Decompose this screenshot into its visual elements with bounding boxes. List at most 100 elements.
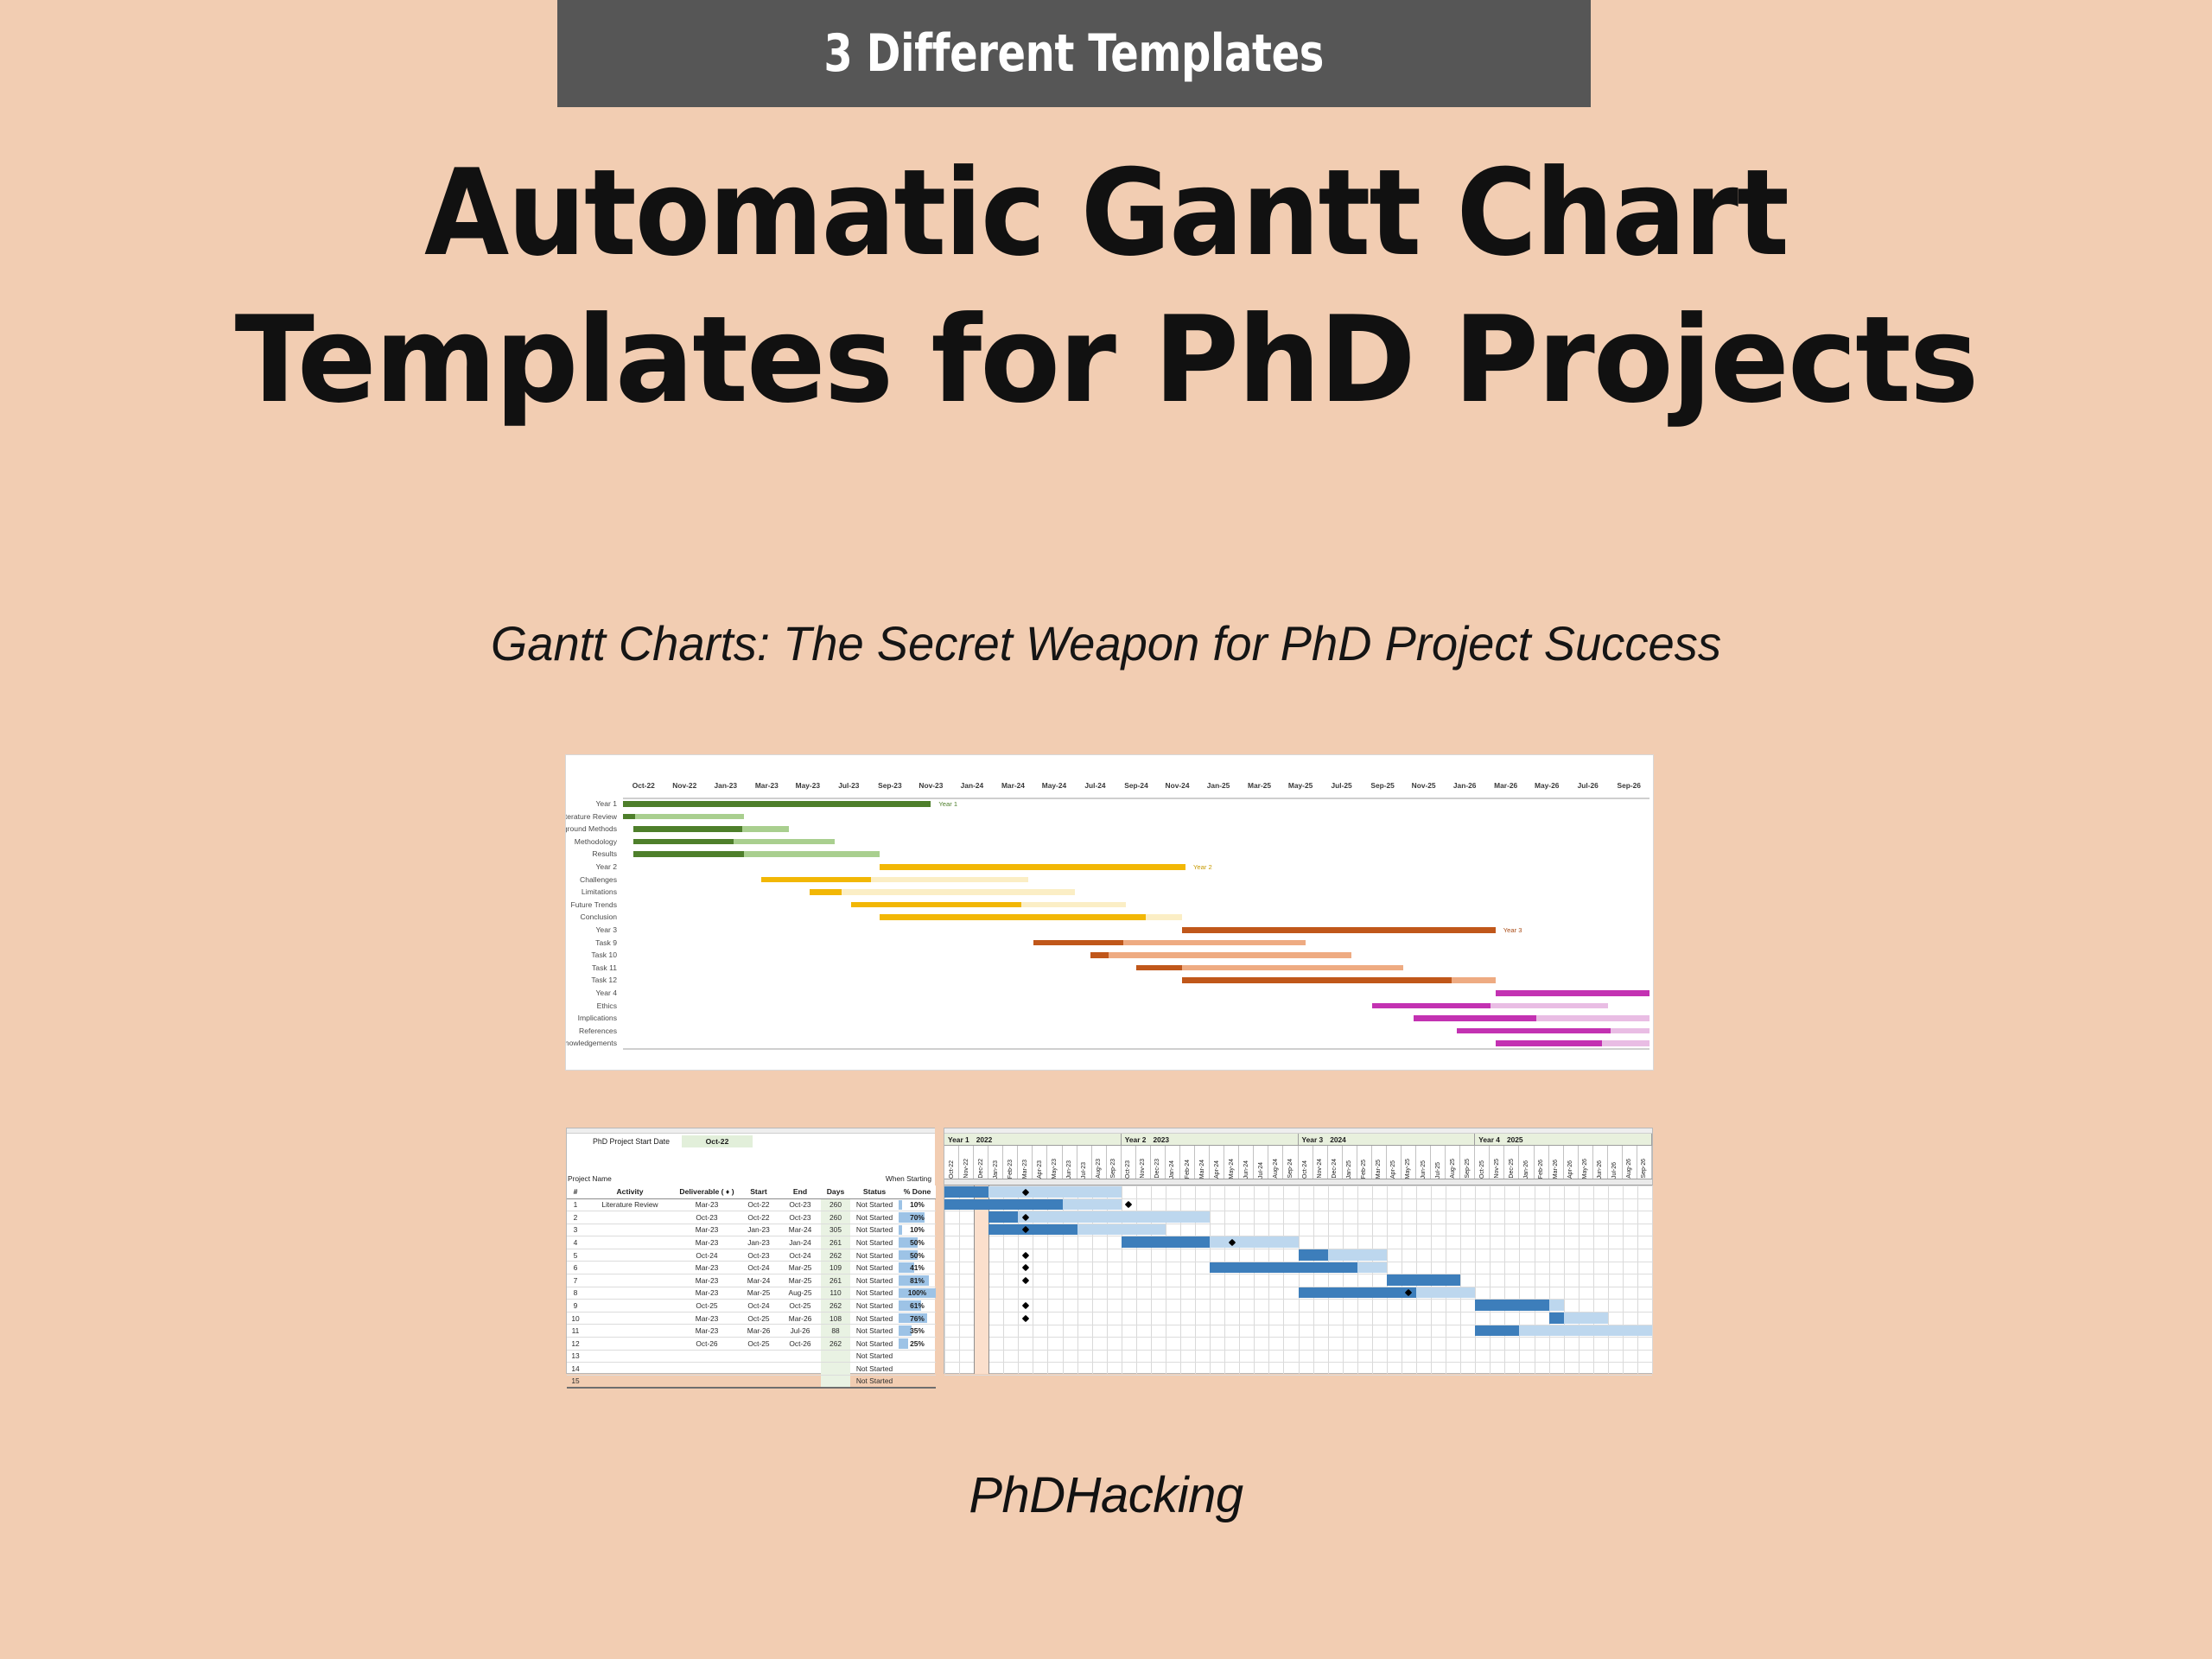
table-row[interactable]: 11 Mar-23 Mar-26 Jul-26 88 Not Started 35% — [567, 1324, 936, 1338]
end-cell: Jul-26 — [779, 1324, 821, 1338]
start-cell: Oct-25 — [738, 1312, 779, 1325]
timeline-month-label: Aug-25 — [1449, 1159, 1456, 1179]
percent-done-text: 50% — [910, 1238, 925, 1248]
bar-gantt-axis-tick: Sep-24 — [1124, 781, 1148, 790]
bar-gantt-bar-track: Year 2 — [623, 861, 1649, 874]
bar-gantt-bar-track — [623, 899, 1649, 912]
timeline-month-cell: Feb-26 — [1535, 1146, 1549, 1179]
timeline-month-label: Feb-25 — [1361, 1159, 1368, 1179]
timeline-gridline-vertical — [1652, 1185, 1653, 1374]
today-marker-line — [988, 1185, 990, 1374]
bar-gantt-bar-progress — [632, 851, 745, 857]
bar-gantt-bar-track — [623, 1025, 1649, 1038]
bar-gantt-bar-progress — [623, 801, 931, 807]
timeline-gridline-vertical — [1299, 1185, 1300, 1374]
start-cell: Jan-23 — [738, 1224, 779, 1237]
percent-done-text: 10% — [910, 1200, 925, 1210]
end-cell: Oct-25 — [779, 1299, 821, 1313]
end-cell: Oct-26 — [779, 1337, 821, 1351]
days-cell: 109 — [821, 1261, 850, 1275]
table-row[interactable]: 12 Oct-26 Oct-25 Oct-26 262 Not Started 25% — [567, 1337, 936, 1351]
activity-cell — [584, 1224, 676, 1237]
table-row[interactable]: 3 Mar-23 Jan-23 Mar-24 305 Not Started 10% — [567, 1224, 936, 1237]
table-row[interactable]: 9 Oct-25 Oct-24 Oct-25 262 Not Started 61% — [567, 1299, 936, 1313]
timeline-gridline-vertical — [1490, 1185, 1491, 1374]
timeline-month-cell: Oct-22 — [944, 1146, 960, 1179]
timeline-year-number: 2023 — [1153, 1135, 1170, 1144]
timeline-month-cell: Dec-24 — [1328, 1146, 1343, 1179]
percent-done-text: 81% — [910, 1275, 925, 1285]
timeline-gridline-vertical — [1593, 1185, 1594, 1374]
percent-done-bar-fill — [899, 1237, 918, 1248]
timeline-bar-remaining — [944, 1186, 1122, 1198]
table-row[interactable]: 8 Mar-23 Mar-25 Aug-25 110 Not Started 100% — [567, 1287, 936, 1300]
bar-gantt-bar-progress — [1033, 939, 1124, 946]
table-row[interactable]: 7 Mar-23 Mar-24 Mar-25 261 Not Started 81% — [567, 1274, 936, 1287]
bar-gantt-axis-tick: Oct-22 — [632, 781, 655, 790]
bar-gantt-bar-remaining — [1136, 964, 1403, 971]
table-row[interactable]: 13 Not Started — [567, 1350, 936, 1363]
timeline-month-cell: Oct-25 — [1475, 1146, 1491, 1179]
row-number: 15 — [567, 1375, 584, 1389]
bar-gantt-row-label: Implications — [577, 1014, 617, 1023]
timeline-month-label: Apr-26 — [1567, 1160, 1574, 1179]
table-row[interactable]: 10 Mar-23 Oct-25 Mar-26 108 Not Started 76% — [567, 1312, 936, 1325]
project-start-date-label: PhD Project Start Date — [593, 1137, 670, 1146]
timeline-bar-progress — [1475, 1300, 1549, 1311]
milestone-diamond-icon — [1021, 1314, 1030, 1322]
table-row[interactable]: 14 Not Started — [567, 1362, 936, 1376]
timeline-year-label: Year 1 — [948, 1135, 969, 1144]
page-title-line-2: Templates for PhD Projects — [234, 290, 1980, 429]
timeline-month-cell: Jun-23 — [1063, 1146, 1077, 1179]
percent-done-cell — [899, 1350, 936, 1363]
bar-gantt-row: Year 1 Year 1 — [566, 798, 1655, 810]
table-row[interactable]: 1 Literature Review Mar-23 Oct-22 Oct-23 260 N… — [567, 1198, 936, 1212]
percent-done-text: 41% — [910, 1263, 925, 1273]
bar-gantt-bar-progress — [880, 864, 1186, 870]
percent-done-text: 35% — [910, 1326, 925, 1336]
bar-gantt-row: Conclusion — [566, 911, 1655, 924]
timeline-bar-remaining — [988, 1211, 1211, 1223]
bar-gantt-row: Challenges — [566, 874, 1655, 887]
timeline-bar-remaining — [1548, 1313, 1608, 1324]
timeline-month-cell: Jun-25 — [1416, 1146, 1432, 1179]
timeline-month-label: Aug-26 — [1626, 1159, 1633, 1179]
spreadsheet-column-header-strip-left — [567, 1128, 935, 1134]
timeline-month-header: Oct-22 Nov-22 Dec-22 Jan-23 Feb-23 Mar-23 Apr-… — [944, 1146, 1652, 1179]
table-row[interactable]: 5 Oct-24 Oct-23 Oct-24 262 Not Started 50% — [567, 1249, 936, 1262]
timeline-month-label: May-24 — [1228, 1158, 1235, 1179]
bar-gantt-axis-tick: Nov-25 — [1411, 781, 1436, 790]
bar-gantt-row-label: Year 4 — [595, 988, 617, 997]
days-cell: 262 — [821, 1249, 850, 1262]
bar-gantt-bar-track — [623, 823, 1649, 836]
timeline-month-label: Jan-25 — [1346, 1160, 1353, 1179]
when-starting-label: When Starting — [885, 1174, 931, 1183]
bar-gantt-bar-progress — [1090, 952, 1109, 958]
timeline-gridline-vertical — [1504, 1185, 1505, 1374]
timeline-month-label: Jul-26 — [1611, 1161, 1618, 1179]
table-row[interactable]: 4 Mar-23 Jan-23 Jan-24 261 Not Started 50% — [567, 1236, 936, 1249]
bar-gantt-row: Methodology — [566, 836, 1655, 849]
timeline-gridline-vertical — [1151, 1185, 1152, 1374]
timeline-month-cell: Aug-25 — [1446, 1146, 1461, 1179]
table-row[interactable]: 15 Not Started — [567, 1375, 936, 1389]
start-cell: Oct-22 — [738, 1198, 779, 1212]
deliverable-cell: Mar-23 — [676, 1236, 738, 1249]
bar-gantt-row: Future Trends — [566, 899, 1655, 912]
percent-done-cell — [899, 1362, 936, 1376]
bar-gantt-bar-label: Year 1 — [938, 799, 958, 808]
timeline-bar-progress — [1548, 1313, 1564, 1324]
timeline-month-label: Mar-23 — [1021, 1159, 1028, 1179]
project-start-date-value[interactable]: Oct-22 — [681, 1135, 753, 1147]
timeline-month-label: Apr-25 — [1390, 1160, 1397, 1179]
project-name-label: Project Name — [568, 1174, 612, 1183]
table-row[interactable]: 6 Mar-23 Oct-24 Mar-25 109 Not Started 41% — [567, 1261, 936, 1275]
timeline-year-label: Year 3 — [1301, 1135, 1324, 1144]
timeline-gridline-vertical — [1047, 1185, 1048, 1374]
table-row[interactable]: 2 Oct-23 Oct-22 Oct-23 260 Not Started 70% — [567, 1211, 936, 1224]
timeline-month-label: Sep-26 — [1641, 1159, 1648, 1179]
bar-gantt-axis-tick: Jan-24 — [960, 781, 984, 790]
row-number: 10 — [567, 1312, 584, 1325]
timeline-month-label: Oct-25 — [1478, 1160, 1485, 1179]
timeline-month-cell: May-26 — [1579, 1146, 1593, 1179]
